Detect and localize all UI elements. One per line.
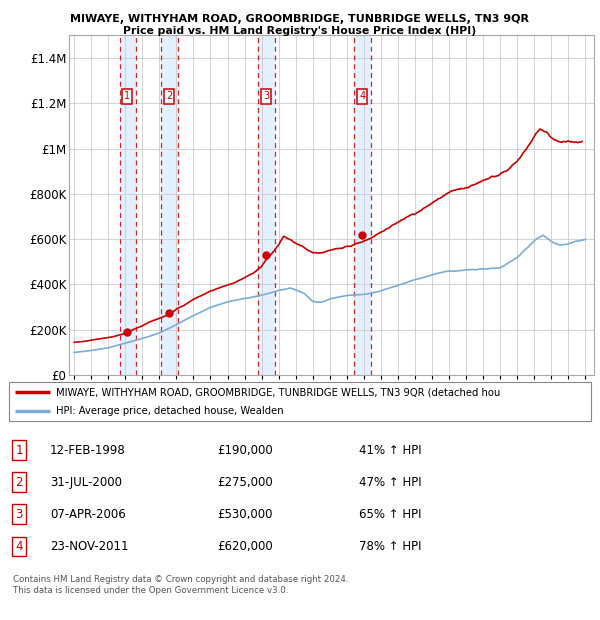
Text: 23-NOV-2011: 23-NOV-2011 xyxy=(50,540,128,553)
Text: MIWAYE, WITHYHAM ROAD, GROOMBRIDGE, TUNBRIDGE WELLS, TN3 9QR: MIWAYE, WITHYHAM ROAD, GROOMBRIDGE, TUNB… xyxy=(71,14,530,24)
Bar xyxy=(120,35,136,375)
Bar xyxy=(161,35,178,375)
Bar xyxy=(257,35,275,375)
Text: Price paid vs. HM Land Registry's House Price Index (HPI): Price paid vs. HM Land Registry's House … xyxy=(124,26,476,36)
Text: £620,000: £620,000 xyxy=(218,540,274,553)
Text: 1: 1 xyxy=(124,92,130,102)
Text: 4: 4 xyxy=(15,540,23,553)
Bar xyxy=(353,35,371,375)
Text: 3: 3 xyxy=(15,508,23,521)
Text: HPI: Average price, detached house, Wealden: HPI: Average price, detached house, Weal… xyxy=(56,407,284,417)
Text: Contains HM Land Registry data © Crown copyright and database right 2024.
This d: Contains HM Land Registry data © Crown c… xyxy=(13,575,349,595)
Text: 47% ↑ HPI: 47% ↑ HPI xyxy=(359,476,421,489)
Text: 3: 3 xyxy=(263,92,269,102)
Text: 41% ↑ HPI: 41% ↑ HPI xyxy=(359,444,421,456)
Text: 2: 2 xyxy=(166,92,172,102)
Text: £275,000: £275,000 xyxy=(218,476,274,489)
Text: MIWAYE, WITHYHAM ROAD, GROOMBRIDGE, TUNBRIDGE WELLS, TN3 9QR (detached hou: MIWAYE, WITHYHAM ROAD, GROOMBRIDGE, TUNB… xyxy=(56,387,500,397)
Text: 4: 4 xyxy=(359,92,365,102)
Text: 07-APR-2006: 07-APR-2006 xyxy=(50,508,126,521)
Text: 1: 1 xyxy=(15,444,23,456)
Text: £530,000: £530,000 xyxy=(218,508,273,521)
Text: £190,000: £190,000 xyxy=(218,444,274,456)
FancyBboxPatch shape xyxy=(9,383,591,421)
Text: 12-FEB-1998: 12-FEB-1998 xyxy=(50,444,126,456)
Text: 78% ↑ HPI: 78% ↑ HPI xyxy=(359,540,421,553)
Text: 31-JUL-2000: 31-JUL-2000 xyxy=(50,476,122,489)
Text: 2: 2 xyxy=(15,476,23,489)
Text: 65% ↑ HPI: 65% ↑ HPI xyxy=(359,508,421,521)
